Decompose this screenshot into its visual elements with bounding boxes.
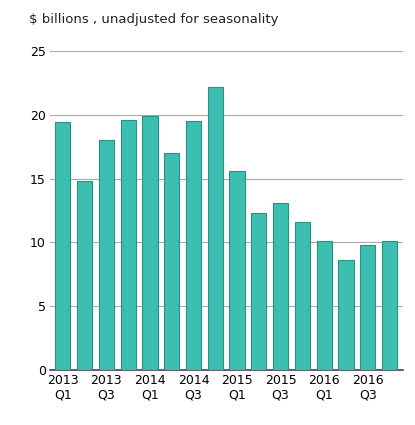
Bar: [164, 153, 179, 370]
Bar: [208, 87, 223, 370]
Bar: [77, 181, 92, 370]
Bar: [295, 222, 310, 370]
Bar: [360, 245, 375, 370]
Bar: [317, 241, 332, 370]
Bar: [251, 213, 266, 370]
Bar: [121, 120, 136, 370]
Bar: [55, 122, 71, 370]
Bar: [186, 121, 201, 370]
Bar: [99, 140, 114, 370]
Text: $ billions , unadjusted for seasonality: $ billions , unadjusted for seasonality: [29, 13, 278, 26]
Bar: [338, 260, 354, 370]
Bar: [229, 171, 245, 370]
Bar: [142, 116, 158, 370]
Bar: [273, 203, 288, 370]
Bar: [382, 241, 397, 370]
